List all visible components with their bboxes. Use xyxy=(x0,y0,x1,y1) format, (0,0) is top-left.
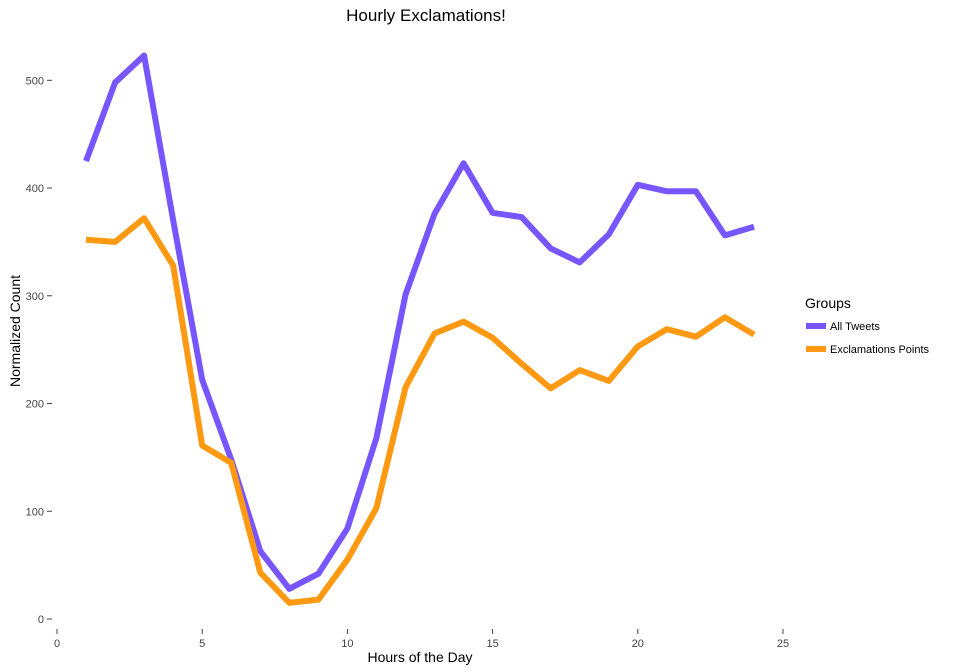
y-tick-label: 200 xyxy=(26,399,44,411)
y-tick-label: 100 xyxy=(26,506,44,518)
y-axis-title: Normalized Count xyxy=(7,275,23,387)
legend-label: Exclamations Points xyxy=(830,344,930,356)
y-tick-label: 0 xyxy=(38,614,44,626)
plot-area xyxy=(86,56,754,603)
legend-label: All Tweets xyxy=(830,321,880,333)
y-tick-label: 300 xyxy=(26,291,44,303)
y-axis: 0 100 200 300 400 500 xyxy=(26,75,52,626)
legend: Groups All Tweets Exclamations Points xyxy=(805,295,930,356)
series-line-all-tweets xyxy=(86,56,754,589)
x-tick-label: 10 xyxy=(341,638,353,650)
y-tick-label: 500 xyxy=(26,75,44,87)
y-tick-label: 400 xyxy=(26,183,44,195)
legend-title: Groups xyxy=(805,295,851,311)
x-tick-label: 25 xyxy=(777,638,789,650)
chart-title: Hourly Exclamations! xyxy=(346,6,506,25)
x-tick-label: 5 xyxy=(199,638,205,650)
x-axis: 0 5 10 15 20 25 xyxy=(54,629,789,650)
x-tick-label: 15 xyxy=(486,638,498,650)
x-tick-label: 0 xyxy=(54,638,60,650)
x-tick-label: 20 xyxy=(632,638,644,650)
x-axis-title: Hours of the Day xyxy=(367,649,472,665)
